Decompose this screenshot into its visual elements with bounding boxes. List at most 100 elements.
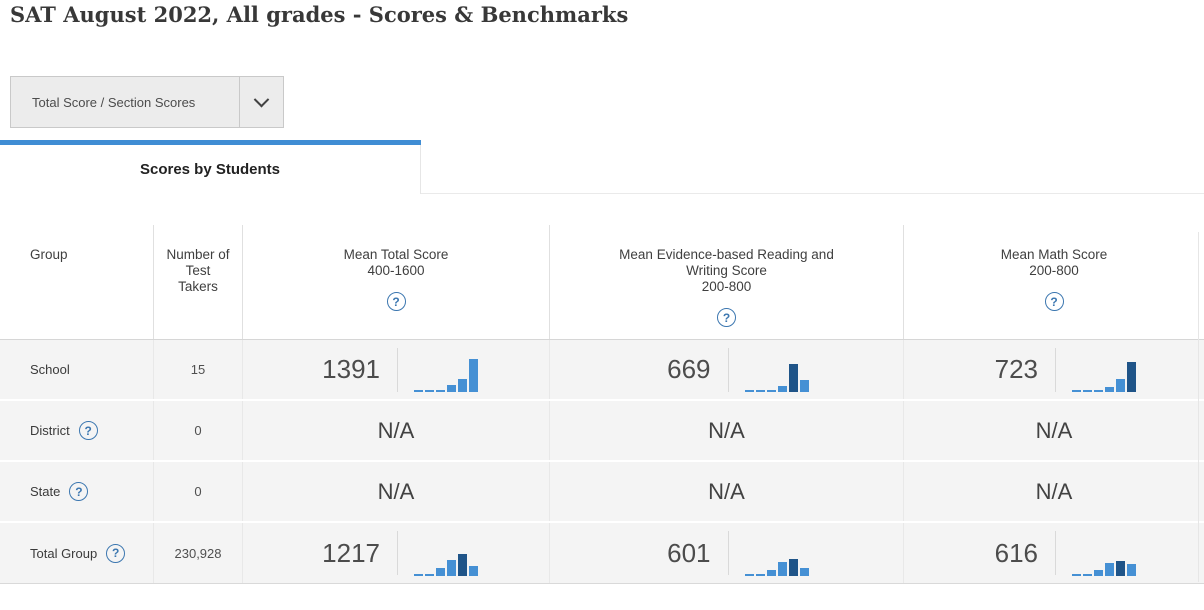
histogram-bar	[458, 379, 467, 392]
erw-score-cell: N/A	[549, 462, 903, 521]
score-divider	[727, 347, 729, 392]
help-icon[interactable]: ?	[78, 421, 98, 440]
test-takers-cell: 0	[153, 401, 242, 460]
histogram-bar	[447, 385, 456, 392]
math-score-cell: 723	[903, 340, 1204, 399]
mean-score-value: 669	[667, 354, 711, 384]
page-title: SAT August 2022, All grades - Scores & B…	[10, 2, 629, 27]
na-value: N/A	[377, 417, 415, 443]
score-divider	[1055, 347, 1056, 392]
histogram-bar	[766, 390, 776, 392]
histogram-bar	[799, 380, 809, 392]
histogram-bar	[1127, 362, 1136, 392]
active-tab-accent-bar	[0, 140, 421, 145]
total-score-cell: 1217	[242, 523, 549, 583]
row-group-cell: School	[0, 340, 153, 399]
score-histogram	[414, 356, 478, 392]
histogram-bar	[744, 390, 754, 392]
column-header-test-takers: Number of Test Takers	[153, 225, 242, 339]
help-icon[interactable]: ?	[69, 482, 89, 501]
table-row: Total Group? 230,928 1217 601 616	[0, 523, 1204, 584]
table-right-divider	[1198, 232, 1199, 582]
histogram-bar	[788, 559, 798, 576]
tab-label: Scores by Students	[139, 161, 281, 178]
histogram-bar	[1116, 561, 1125, 576]
row-group-label: District	[30, 423, 70, 438]
math-score-cell: N/A	[903, 401, 1204, 460]
histogram-bar	[1072, 574, 1081, 576]
histogram-bar	[1105, 387, 1114, 392]
histogram-bar	[1072, 390, 1081, 392]
score-divider	[397, 531, 398, 575]
histogram-bar	[777, 386, 787, 392]
help-icon[interactable]: ?	[717, 308, 736, 327]
histogram-bar	[1083, 390, 1092, 392]
table-header: Group Number of Test Takers Mean Total S…	[0, 225, 1204, 340]
score-range: 400-1600	[367, 263, 425, 278]
histogram-bar	[799, 568, 809, 576]
help-icon[interactable]: ?	[106, 543, 126, 563]
histogram-bar	[469, 359, 478, 392]
histogram-bar	[1094, 570, 1103, 576]
tab-strip-divider	[421, 193, 1204, 194]
row-group-label: Total Group	[30, 545, 98, 561]
column-header-mean-erw-score: Mean Evidence-based Reading and Writing …	[549, 225, 903, 339]
score-histogram	[744, 540, 809, 576]
row-group-cell: State?	[0, 462, 153, 521]
help-icon[interactable]: ?	[386, 292, 406, 311]
histogram-bar	[425, 390, 434, 392]
histogram-bar	[414, 390, 423, 392]
chevron-down-glyph	[253, 91, 270, 107]
help-icon[interactable]: ?	[1044, 292, 1064, 311]
histogram-bar	[755, 390, 765, 392]
histogram-bar	[788, 364, 798, 392]
histogram-bar	[447, 560, 456, 576]
test-takers-cell: 230,928	[153, 523, 242, 583]
score-divider	[1055, 531, 1056, 575]
tab-scores-by-students[interactable]: Scores by Students	[0, 145, 421, 194]
row-group-cell: District?	[0, 401, 153, 460]
test-takers-value: 230,928	[174, 545, 222, 561]
column-header-mean-math-score: Mean Math Score 200-800 ?	[903, 225, 1204, 339]
table-row: State? 0 N/A N/A N/A	[0, 462, 1204, 523]
mean-score-value: 1391	[322, 354, 380, 384]
histogram-bar	[1127, 564, 1136, 576]
score-type-dropdown[interactable]: Total Score / Section Scores	[10, 76, 284, 128]
mean-score-value: 601	[667, 537, 711, 568]
na-value: N/A	[1035, 417, 1073, 443]
score-histogram	[1072, 356, 1136, 392]
total-score-cell: 1391	[242, 340, 549, 399]
table-row: District? 0 N/A N/A N/A	[0, 401, 1204, 462]
math-score-cell: N/A	[903, 462, 1204, 521]
total-score-cell: N/A	[242, 401, 549, 460]
histogram-bar	[458, 554, 467, 576]
erw-score-cell: 669	[549, 340, 903, 399]
histogram-bar	[755, 574, 765, 576]
column-header-group: Group	[30, 247, 68, 262]
chevron-down-icon[interactable]	[239, 77, 283, 127]
total-score-cell: N/A	[242, 462, 549, 521]
na-value: N/A	[1035, 478, 1073, 504]
mean-score-value: 723	[994, 354, 1038, 384]
math-score-cell: 616	[903, 523, 1204, 583]
na-value: N/A	[377, 478, 415, 504]
histogram-bar	[414, 574, 423, 576]
histogram-bar	[469, 566, 478, 576]
score-range: 200-800	[1029, 263, 1079, 278]
erw-score-cell: N/A	[549, 401, 903, 460]
histogram-bar	[1094, 390, 1103, 392]
histogram-bar	[425, 574, 434, 576]
row-group-cell: Total Group?	[0, 523, 153, 583]
table-body: School 15 1391 669 723 District? 0 N/A N/A N/A Sta…	[0, 340, 1204, 584]
histogram-bar	[777, 562, 787, 576]
table-row: School 15 1391 669 723	[0, 340, 1204, 401]
erw-score-cell: 601	[549, 523, 903, 583]
test-takers-value: 0	[194, 423, 202, 438]
histogram-bar	[1116, 379, 1125, 392]
histogram-bar	[766, 570, 776, 576]
test-takers-value: 0	[194, 484, 202, 499]
score-histogram	[744, 356, 809, 392]
column-header-mean-total-score: Mean Total Score 400-1600 ?	[242, 225, 549, 339]
histogram-bar	[744, 574, 754, 576]
